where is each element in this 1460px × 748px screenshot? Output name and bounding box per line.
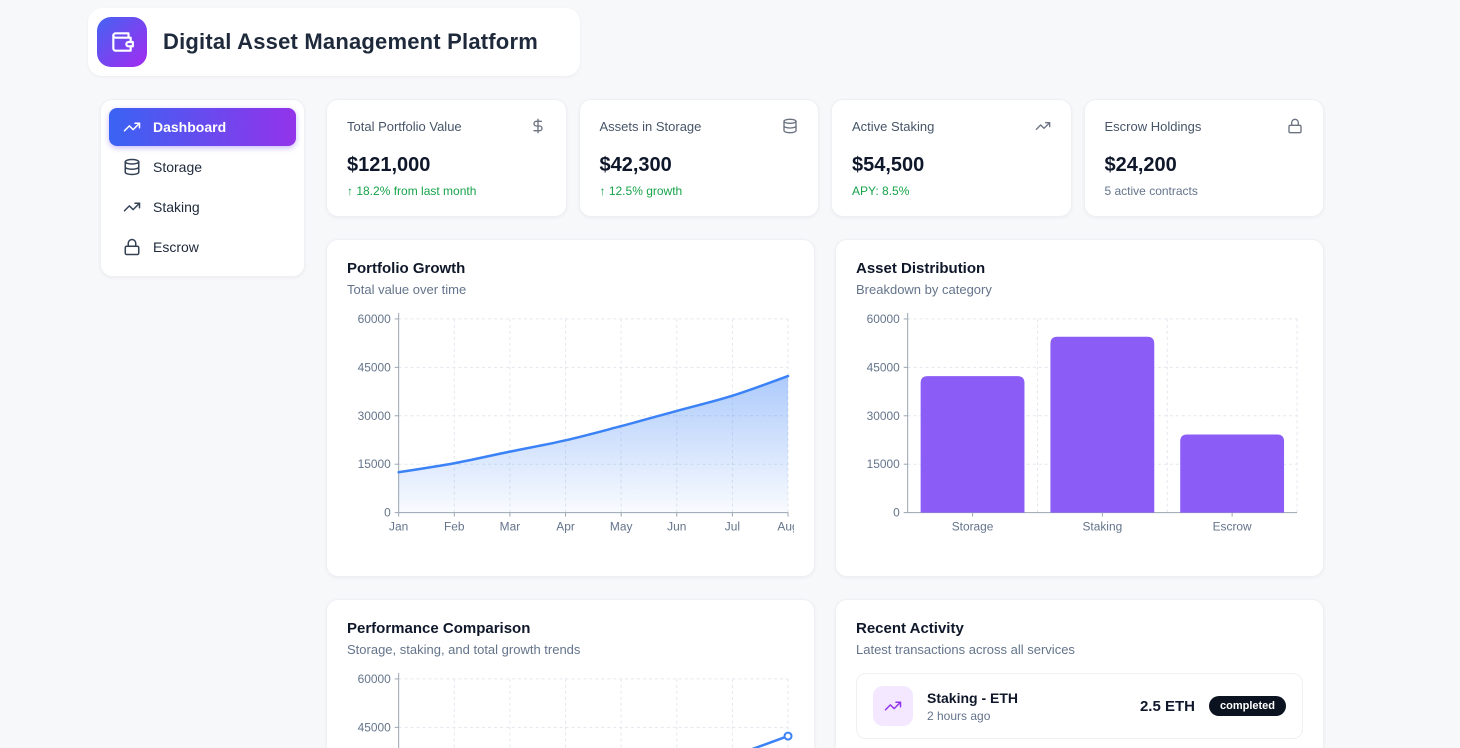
stat-card-total-portfolio: Total Portfolio Value $121,000 ↑ 18.2% f… [326, 99, 567, 217]
stat-value: $54,500 [852, 154, 925, 176]
stat-value: $24,200 [1104, 154, 1177, 176]
svg-text:0: 0 [893, 506, 900, 520]
portfolio-growth-card: Portfolio Growth Total value over time 0… [326, 239, 815, 577]
main-content: Total Portfolio Value $121,000 ↑ 18.2% f… [326, 99, 1324, 748]
page-title: Digital Asset Management Platform [163, 29, 538, 54]
svg-text:Jul: Jul [725, 520, 740, 534]
asset-distribution-chart: 0 15000 30000 45000 60000 Storage Staking Escro… [867, 312, 1298, 534]
app-header: Digital Asset Management Platform [88, 8, 580, 76]
performance-comparison-chart: 015000300004500060000JanFebMarAprMayJunJ… [358, 672, 793, 748]
stat-value: $42,300 [599, 154, 672, 176]
stat-label: Assets in Storage [599, 118, 702, 134]
trending-up-icon [1035, 118, 1051, 134]
stat-change: ↑ 18.2% from last month [347, 184, 477, 198]
activity-amount: 2.5 ETH [1139, 697, 1195, 715]
activity-title: Staking - ETH [927, 689, 1019, 706]
svg-text:Apr: Apr [556, 520, 575, 534]
activity-list-item: Staking - ETH 2 hours ago 2.5 ETH comple… [856, 673, 1303, 739]
lock-icon [123, 238, 141, 256]
stat-card-row: Total Portfolio Value $121,000 ↑ 18.2% f… [326, 99, 1324, 217]
svg-text:60000: 60000 [358, 672, 391, 686]
stat-label: Active Staking [852, 118, 935, 134]
bottom-row: Performance Comparison Storage, staking,… [326, 599, 1324, 748]
activity-time: 2 hours ago [927, 708, 991, 723]
stat-card-assets-storage: Assets in Storage $42,300 ↑ 12.5% growth [578, 99, 819, 217]
recent-activity-card: Recent Activity Latest transactions acro… [835, 599, 1324, 748]
sidebar-item-dashboard[interactable]: Dashboard [109, 108, 296, 146]
trending-up-icon [123, 198, 141, 216]
sidebar-item-label: Staking [153, 199, 200, 215]
stat-change: ↑ 12.5% growth [599, 184, 683, 198]
svg-text:45000: 45000 [358, 720, 391, 734]
svg-text:Staking: Staking [1082, 520, 1122, 534]
asset-distribution-card: Asset Distribution Breakdown by category… [835, 239, 1324, 577]
stat-value: $121,000 [347, 154, 431, 176]
status-badge: completed [1208, 696, 1286, 716]
portfolio-growth-chart: 0 15000 30000 45000 60000 Jan Feb Mar Apr May Jun J… [358, 312, 794, 534]
svg-text:May: May [610, 520, 633, 534]
stat-label: Total Portfolio Value [347, 118, 462, 134]
svg-text:45000: 45000 [867, 360, 900, 374]
chart-subtitle: Total value over time [347, 282, 467, 297]
svg-text:60000: 60000 [358, 312, 391, 326]
svg-text:Escrow: Escrow [1213, 520, 1252, 534]
svg-text:15000: 15000 [867, 457, 900, 471]
chart-subtitle: Storage, staking, and total growth trend… [347, 642, 581, 657]
svg-text:0: 0 [384, 506, 391, 520]
chart-subtitle: Breakdown by category [856, 282, 992, 297]
sidebar-item-storage[interactable]: Storage [109, 148, 296, 186]
sidebar-item-label: Dashboard [153, 119, 227, 135]
stat-label: Escrow Holdings [1104, 118, 1202, 134]
svg-text:Aug: Aug [777, 520, 794, 534]
svg-text:Storage: Storage [952, 520, 994, 534]
performance-comparison-card: Performance Comparison Storage, staking,… [326, 599, 815, 748]
svg-text:Jun: Jun [667, 520, 686, 534]
stat-card-active-staking: Active Staking $54,500 APY: 8.5% [831, 99, 1072, 217]
sidebar-item-label: Escrow [153, 239, 199, 255]
svg-text:Mar: Mar [500, 520, 521, 534]
lock-icon [1287, 118, 1303, 134]
chart-title: Performance Comparison [347, 620, 531, 637]
sidebar: Dashboard Storage Staking Escrow [100, 99, 305, 277]
wallet-icon [109, 29, 135, 55]
svg-text:60000: 60000 [867, 312, 900, 326]
charts-row: Portfolio Growth Total value over time 0… [326, 239, 1324, 577]
trending-up-icon [123, 118, 141, 136]
sidebar-item-staking[interactable]: Staking [109, 188, 296, 226]
stat-change: 5 active contracts [1104, 184, 1198, 198]
svg-text:30000: 30000 [358, 409, 391, 423]
sidebar-item-escrow[interactable]: Escrow [109, 228, 296, 266]
svg-text:15000: 15000 [358, 457, 391, 471]
database-icon [123, 158, 141, 176]
app-logo [97, 17, 147, 67]
recent-activity-subtitle: Latest transactions across all services [856, 642, 1075, 657]
dollar-sign-icon [530, 118, 546, 134]
svg-text:Jan: Jan [389, 520, 408, 534]
sidebar-item-label: Storage [153, 159, 203, 175]
stat-card-escrow-holdings: Escrow Holdings $24,200 5 active contrac… [1083, 99, 1324, 217]
svg-text:Feb: Feb [444, 520, 465, 534]
database-icon [782, 118, 798, 134]
chart-title: Portfolio Growth [347, 260, 466, 277]
svg-text:45000: 45000 [358, 360, 391, 374]
svg-text:30000: 30000 [867, 409, 900, 423]
stat-change: APY: 8.5% [852, 184, 910, 198]
trending-up-icon [873, 686, 913, 726]
recent-activity-title: Recent Activity [856, 620, 964, 637]
chart-title: Asset Distribution [856, 260, 986, 277]
